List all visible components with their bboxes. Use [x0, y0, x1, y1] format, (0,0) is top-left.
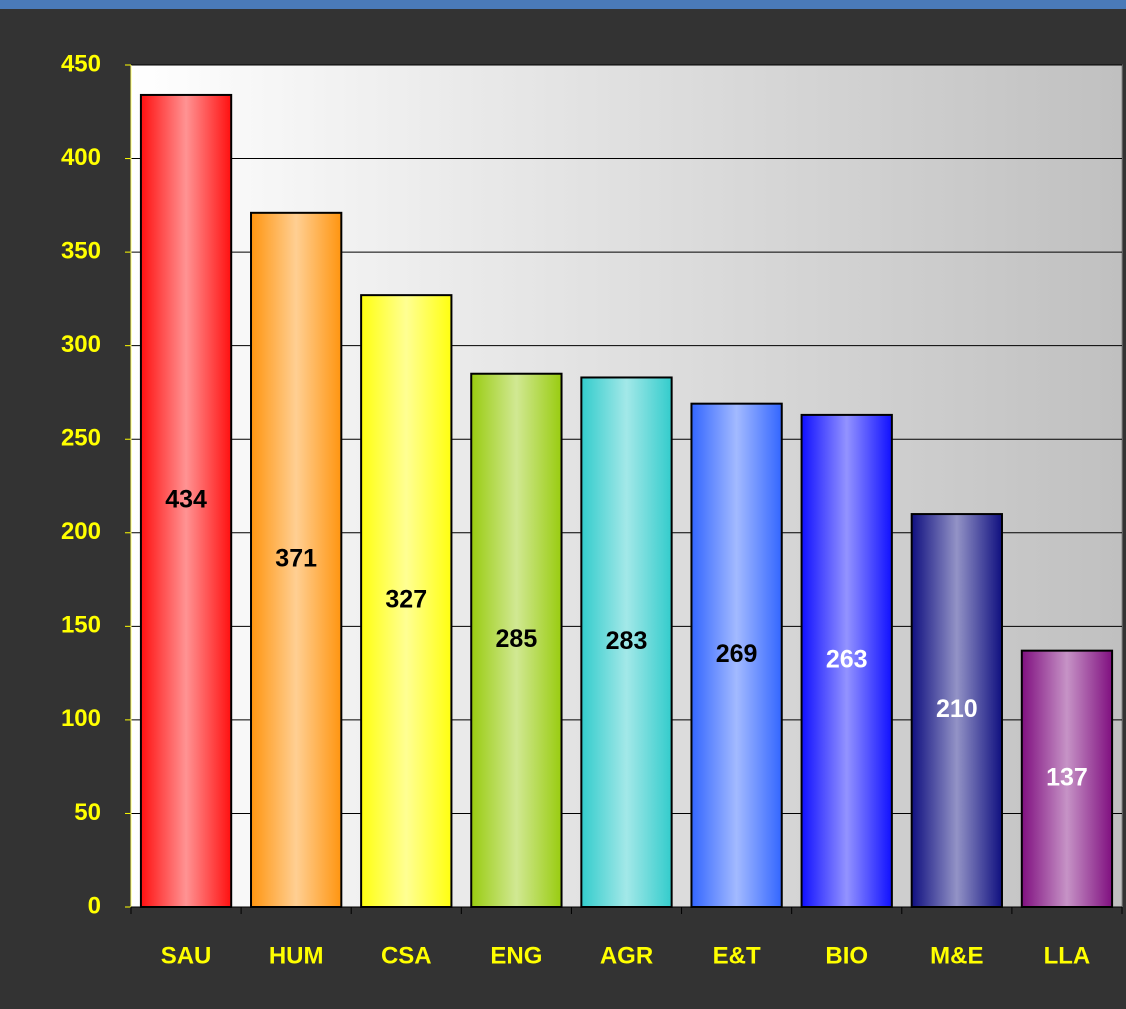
y-tick-label: 0	[88, 892, 101, 919]
x-tick-label: CSA	[381, 942, 432, 969]
data-label: 434	[165, 486, 207, 514]
x-tick-label: E&T	[713, 942, 761, 969]
bar	[360, 294, 453, 908]
bar	[910, 513, 1003, 908]
bar	[1020, 649, 1114, 908]
y-tick-label: 100	[61, 705, 101, 732]
bar	[250, 211, 343, 909]
y-tick-label: 400	[61, 144, 101, 171]
bar	[800, 413, 893, 908]
y-tick-label: 150	[61, 612, 101, 639]
y-tick-label: 200	[61, 518, 101, 545]
data-label: 371	[275, 545, 317, 573]
y-tick-label: 50	[74, 799, 101, 826]
x-tick-label: SAU	[161, 942, 212, 969]
data-label: 269	[716, 640, 758, 668]
x-tick-label: BIO	[825, 942, 868, 969]
x-tick-label: AGR	[600, 942, 653, 969]
bar	[470, 372, 563, 908]
data-label: 210	[936, 695, 978, 723]
data-label: 263	[826, 646, 868, 674]
data-label: 137	[1046, 763, 1088, 791]
data-label: 285	[496, 625, 538, 653]
x-tick-label: ENG	[490, 942, 542, 969]
bar	[580, 376, 673, 908]
top-strip	[0, 0, 1126, 9]
data-label: 283	[606, 627, 648, 655]
x-tick-label: LLA	[1044, 942, 1091, 969]
y-tick-label: 250	[61, 425, 101, 452]
data-label: 327	[385, 586, 427, 614]
x-tick-label: M&E	[930, 942, 983, 969]
x-tick-label: HUM	[269, 942, 324, 969]
bar	[690, 402, 783, 908]
bar	[139, 93, 233, 908]
y-tick-label: 300	[61, 331, 101, 358]
y-tick-label: 350	[61, 237, 101, 264]
y-tick-label: 450	[61, 50, 101, 77]
